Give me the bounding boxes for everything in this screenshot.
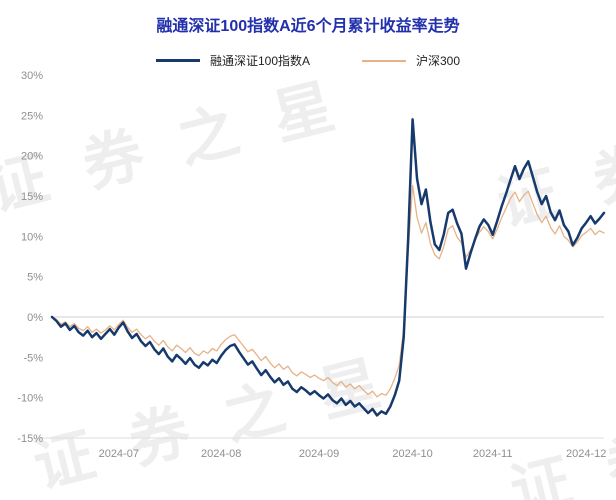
y-tick-label: 20% [21,151,43,163]
series-line-fund [50,118,606,417]
fund-line-label: 融通深证100指数A [209,54,310,68]
fund-line-swatch [155,59,200,62]
y-tick-label: -10% [17,393,43,405]
y-tick-label: 10% [21,231,43,243]
y-tick-label: 30% [21,70,43,82]
y-tick-label: 25% [21,110,43,122]
x-tick-label: 2024-08 [201,448,241,460]
x-tick-label: 2024-10 [392,448,432,460]
benchmark-line-swatch [362,59,406,62]
y-tick-label: -5% [23,352,43,364]
benchmark-line-label: 沪深300 [416,54,461,68]
y-tick-label: 0% [27,312,43,324]
x-tick-label: 2024-09 [299,448,339,460]
y-tick-label: 15% [21,191,43,203]
chart-legend: 融通深证100指数A 沪深300 [0,52,616,69]
y-tick-label: 5% [27,272,43,284]
page-title: 融通深证100指数A近6个月累计收益率走势 [156,18,460,35]
series-line-benchmark [51,184,605,398]
legend-item-benchmark: 沪深300 [362,52,460,69]
x-tick-label: 2024-12 [566,448,606,460]
legend-item-fund: 融通深证100指数A [155,52,310,69]
x-tick-label: 2024-07 [99,448,139,460]
y-tick-label: -15% [17,433,43,445]
x-tick-label: 2024-11 [473,448,513,460]
